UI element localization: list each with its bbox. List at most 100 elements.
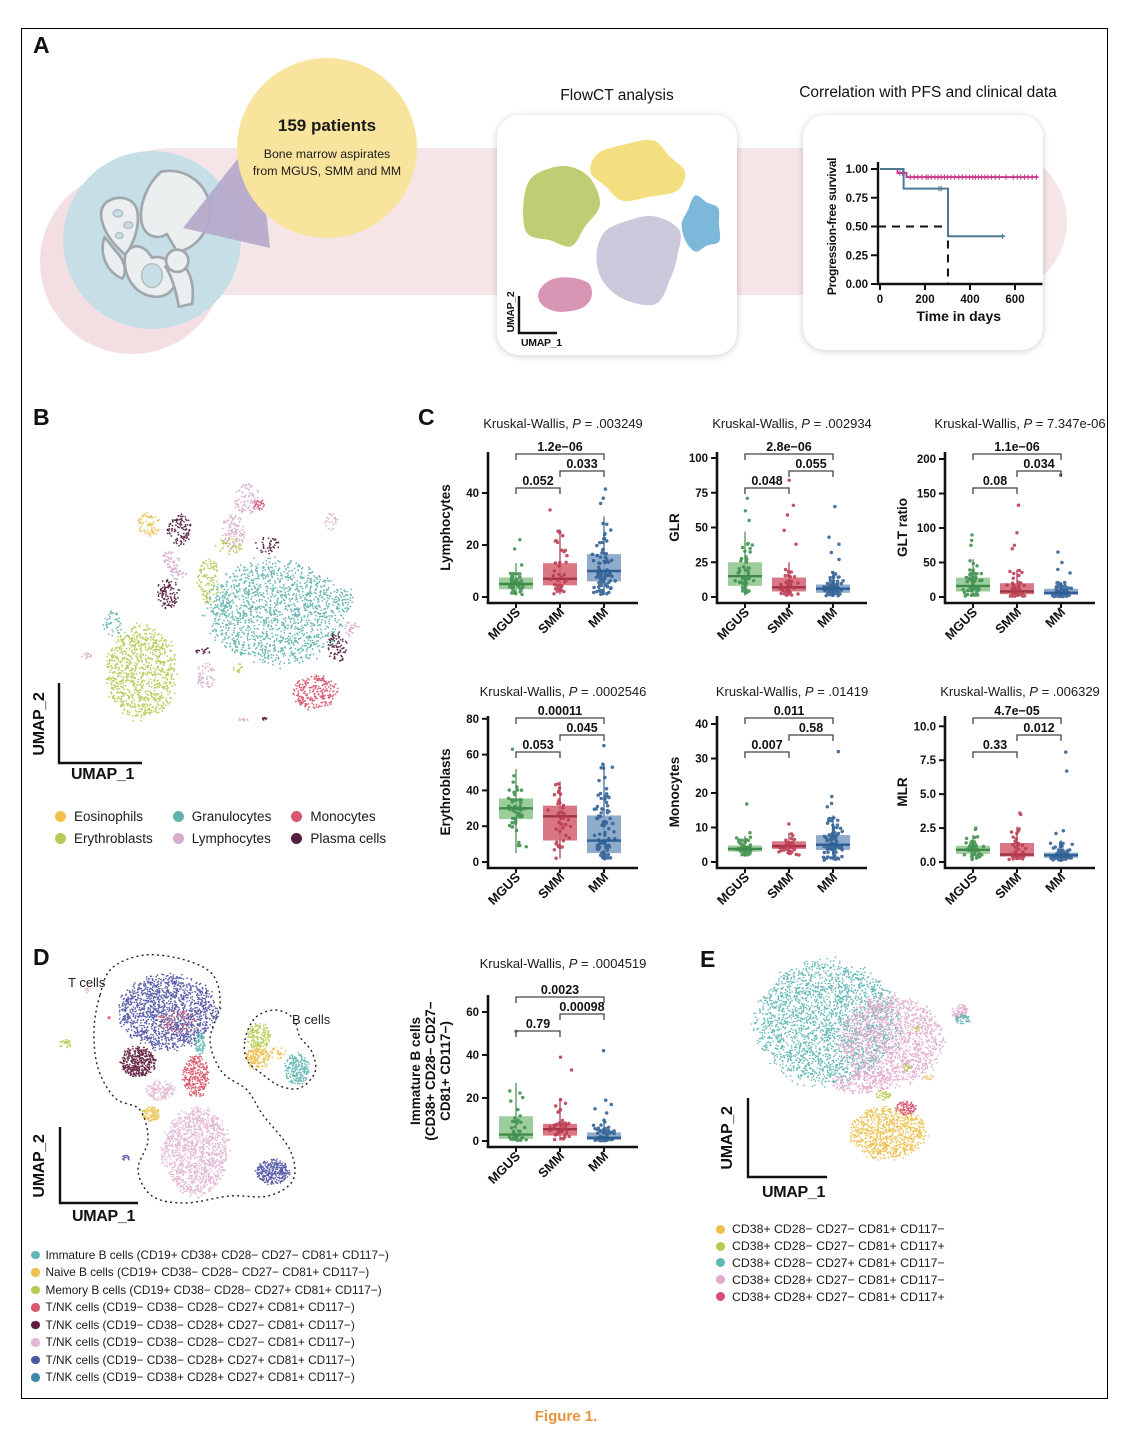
legend-dot (55, 810, 66, 822)
kw-title-glr: Kruskal-Wallis, P = .002934 (712, 416, 872, 431)
legend-item: Granulocytes (172, 805, 271, 827)
legend-label: T/NK cells (CD19− CD38+ CD28+ CD27+ CD81… (45, 1370, 355, 1385)
svg-text:4.7e−05: 4.7e−05 (994, 704, 1040, 718)
svg-text:0.50: 0.50 (846, 222, 868, 234)
kw-title-glt: Kruskal-Wallis, P = 7.347e-06 (934, 416, 1106, 431)
flowct-title: FlowCT analysis (560, 87, 674, 104)
umap2-axis-label-a: UMAP_2 (505, 291, 517, 333)
legend-item: Naive B cells (CD19+ CD38− CD28− CD27− C… (31, 1264, 389, 1282)
legend-item: CD38+ CD28− CD27− CD81+ CD117+ (716, 1238, 945, 1255)
legend-dot (31, 1373, 40, 1382)
svg-text:SMM: SMM (992, 870, 1024, 902)
legend-item: T/NK cells (CD19− CD38− CD28− CD27− CD81… (31, 1334, 389, 1352)
svg-text:100: 100 (917, 523, 936, 535)
legend-dot (716, 1224, 725, 1234)
svg-text:200: 200 (915, 294, 934, 306)
kw-title-immature-b: Kruskal-Wallis, P = .0004519 (479, 956, 647, 971)
umap1-axis-label-d: UMAP_1 (72, 1208, 136, 1225)
legend-dot (31, 1268, 40, 1277)
svg-text:40: 40 (466, 1050, 479, 1062)
svg-text:MM: MM (585, 870, 611, 896)
svg-text:0.08: 0.08 (983, 474, 1007, 488)
svg-text:SMM: SMM (535, 605, 567, 637)
svg-text:0: 0 (473, 857, 479, 869)
umap2-axis-label-b: UMAP_2 (31, 692, 48, 756)
svg-text:Erythroblasts: Erythroblasts (438, 748, 453, 835)
svg-text:40: 40 (466, 785, 479, 797)
svg-text:400: 400 (960, 294, 979, 306)
legend-item: T/NK cells (CD19− CD38− CD28+ CD27− CD81… (31, 1316, 389, 1334)
legend-label: Memory B cells (CD19+ CD38− CD28− CD27+ … (45, 1282, 382, 1297)
svg-text:MM: MM (1042, 870, 1068, 896)
legend-label: CD38+ CD28− CD27− CD81+ CD117− (732, 1222, 945, 1237)
umap-d (58, 954, 317, 1205)
flowct-blobs (517, 139, 721, 335)
legend-dot (172, 810, 184, 822)
patients-bubble: 159 patients Bone marrow aspirates from … (237, 58, 417, 238)
box-monocytes: 0 10 20 30 40 MGUS SMM MM 0.007 0.58 0.011 Monocyte… (667, 704, 867, 908)
legend-label: Lymphocytes (191, 830, 271, 846)
panel-label-a: A (33, 32, 50, 58)
legend-item: Eosinophils (55, 805, 153, 827)
svg-text:10.0: 10.0 (914, 721, 936, 733)
svg-text:Immature B cells: Immature B cells (408, 1017, 423, 1125)
svg-text:0: 0 (702, 857, 708, 869)
svg-text:MM: MM (814, 605, 840, 631)
panel-label-d: D (33, 944, 50, 970)
legend-item: Memory B cells (CD19+ CD38− CD28− CD27+ … (31, 1281, 389, 1299)
svg-text:MGUS: MGUS (485, 869, 523, 907)
box-glr: 0 25 50 75 100 MGUS SMM MM 0.048 0.055 2.8e−06 GLR (667, 440, 867, 643)
legend-item: CD38+ CD28− CD27− CD81+ CD117− (716, 1221, 945, 1238)
svg-text:0.053: 0.053 (522, 738, 553, 752)
umap1-axis-label-b: UMAP_1 (71, 766, 135, 783)
box-lymphocytes: 0 20 40 MGUS SMM MM 0.052 0.033 1.2e−06 Lymphocyt… (438, 440, 638, 643)
svg-text:0.00: 0.00 (846, 279, 868, 291)
svg-text:0.007: 0.007 (751, 738, 782, 752)
svg-text:0.0: 0.0 (920, 857, 936, 869)
kw-title-lymphocytes: Kruskal-Wallis, P = .003249 (483, 416, 643, 431)
t-cells-tag: T cells (68, 975, 106, 990)
svg-text:0.052: 0.052 (522, 474, 553, 488)
legend-item: Erythroblasts (55, 827, 153, 849)
svg-text:0.033: 0.033 (566, 457, 597, 471)
legend-item: Plasma cells (291, 827, 386, 849)
svg-text:0.75: 0.75 (846, 193, 869, 205)
patients-desc: Bone marrow aspirates from MGUS, SMM and… (252, 147, 402, 178)
legend-dot (172, 832, 184, 844)
legend-label: Erythroblasts (74, 830, 153, 846)
svg-text:SMM: SMM (764, 870, 796, 902)
svg-text:150: 150 (917, 489, 936, 501)
svg-text:40: 40 (466, 488, 479, 500)
svg-text:MGUS: MGUS (485, 604, 523, 642)
svg-text:1.1e−06: 1.1e−06 (994, 440, 1040, 454)
svg-text:0: 0 (473, 1136, 479, 1148)
svg-text:0: 0 (877, 294, 883, 306)
svg-text:2.8e−06: 2.8e−06 (766, 440, 812, 454)
umap-b (57, 483, 360, 765)
legend-label: CD38+ CD28+ CD27− CD81+ CD117− (732, 1272, 945, 1287)
svg-text:0.012: 0.012 (1023, 721, 1054, 735)
legend-label: Plasma cells (310, 830, 387, 846)
svg-text:20: 20 (695, 788, 708, 800)
svg-text:GLT ratio: GLT ratio (895, 498, 910, 557)
box-erythroblasts: 0 20 40 60 80 MGUS SMM MM 0.053 0.045 0.00011 Eryth… (438, 704, 638, 908)
kw-title-monocytes: Kruskal-Wallis, P = .01419 (715, 684, 869, 699)
umap2-axis-label-d: UMAP_2 (31, 1134, 48, 1198)
umap1-axis-label-a: UMAP_1 (521, 337, 562, 349)
kw-title-mlr: Kruskal-Wallis, P = .006329 (940, 684, 1100, 699)
svg-text:100: 100 (689, 453, 708, 465)
panel-label-c: C (418, 404, 435, 430)
svg-text:MM: MM (585, 1149, 611, 1175)
svg-text:SMM: SMM (535, 1149, 567, 1181)
svg-text:20: 20 (466, 821, 479, 833)
pfs-card (803, 115, 1043, 350)
legend-dot (291, 810, 303, 822)
svg-text:MGUS: MGUS (714, 869, 752, 907)
legend-label: T/NK cells (CD19− CD38− CD28− CD27+ CD81… (45, 1300, 355, 1315)
svg-text:60: 60 (466, 1007, 479, 1019)
legend-dot (31, 1285, 40, 1294)
svg-text:0.055: 0.055 (795, 457, 826, 471)
svg-text:0: 0 (702, 592, 708, 604)
